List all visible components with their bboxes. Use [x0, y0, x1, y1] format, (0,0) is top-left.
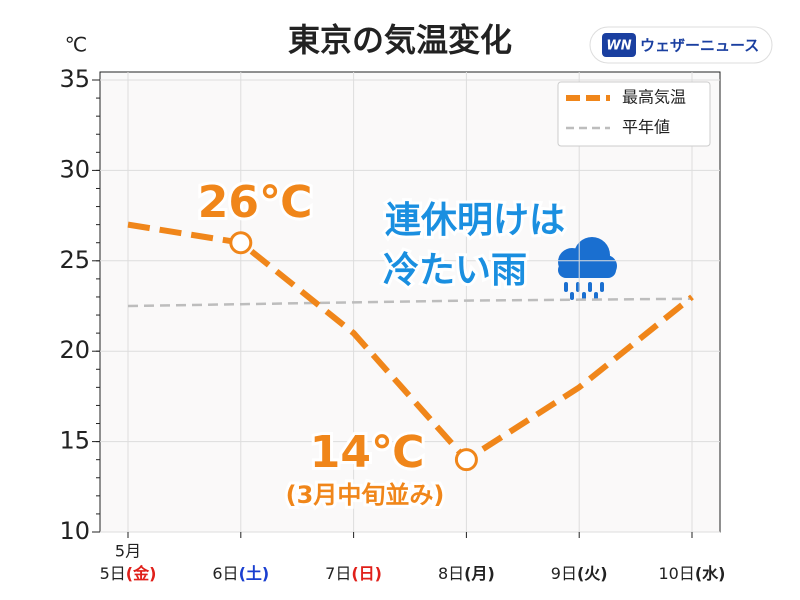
y-tick-label: 35	[59, 65, 90, 93]
logo-text: ウェザーニュース	[640, 37, 759, 55]
x-tick-label: 8日(月)	[438, 564, 495, 583]
legend-label: 最高気温	[622, 88, 686, 107]
logo: WN ウェザーニュース	[589, 26, 773, 64]
weekday-label: (火)	[577, 564, 608, 583]
weekday-label: (月)	[464, 564, 495, 583]
day-label: 7日	[325, 564, 351, 583]
annotation: 冷たい雨	[383, 250, 527, 291]
day-label: 5日	[100, 564, 126, 583]
weekday-label: (金)	[126, 564, 157, 583]
y-tick-label: 30	[59, 155, 90, 183]
day-label: 10日	[658, 564, 694, 583]
highlight-marker	[454, 448, 478, 472]
x-tick-label: 9日(火)	[551, 564, 608, 583]
day-label: 8日	[438, 564, 464, 583]
series-line	[127, 297, 693, 308]
annotation: 26℃	[198, 177, 313, 228]
annotation: 連休明けは	[385, 200, 565, 241]
y-unit: ℃	[65, 33, 87, 57]
series-line	[127, 221, 694, 464]
weekday-label: (水)	[695, 564, 726, 583]
x-tick-label: 7日(日)	[325, 564, 382, 583]
day-label: 9日	[551, 564, 577, 583]
x-tick-label: 6日(土)	[212, 564, 269, 583]
x-tick-label: 10日(水)	[658, 564, 725, 583]
y-tick-label: 20	[59, 336, 90, 364]
annotation: 14℃	[310, 427, 425, 478]
plot-area	[99, 71, 721, 533]
y-tick-label: 10	[59, 517, 90, 545]
weekday-label: (日)	[351, 564, 382, 583]
month-label: 5月	[115, 542, 141, 561]
weekday-label: (土)	[239, 564, 270, 583]
chart-title: 東京の気温変化	[288, 21, 512, 59]
y-tick-label: 15	[59, 427, 90, 455]
highlight-marker	[229, 231, 253, 255]
day-label: 6日	[212, 564, 238, 583]
logo-badge	[602, 33, 636, 57]
legend-label: 平年値	[622, 118, 670, 137]
logo-mark: WN	[606, 39, 631, 54]
y-tick-label: 25	[59, 246, 90, 274]
x-tick-label: 5日(金)	[100, 564, 157, 583]
annotation: (3月中旬並み)	[286, 481, 445, 509]
